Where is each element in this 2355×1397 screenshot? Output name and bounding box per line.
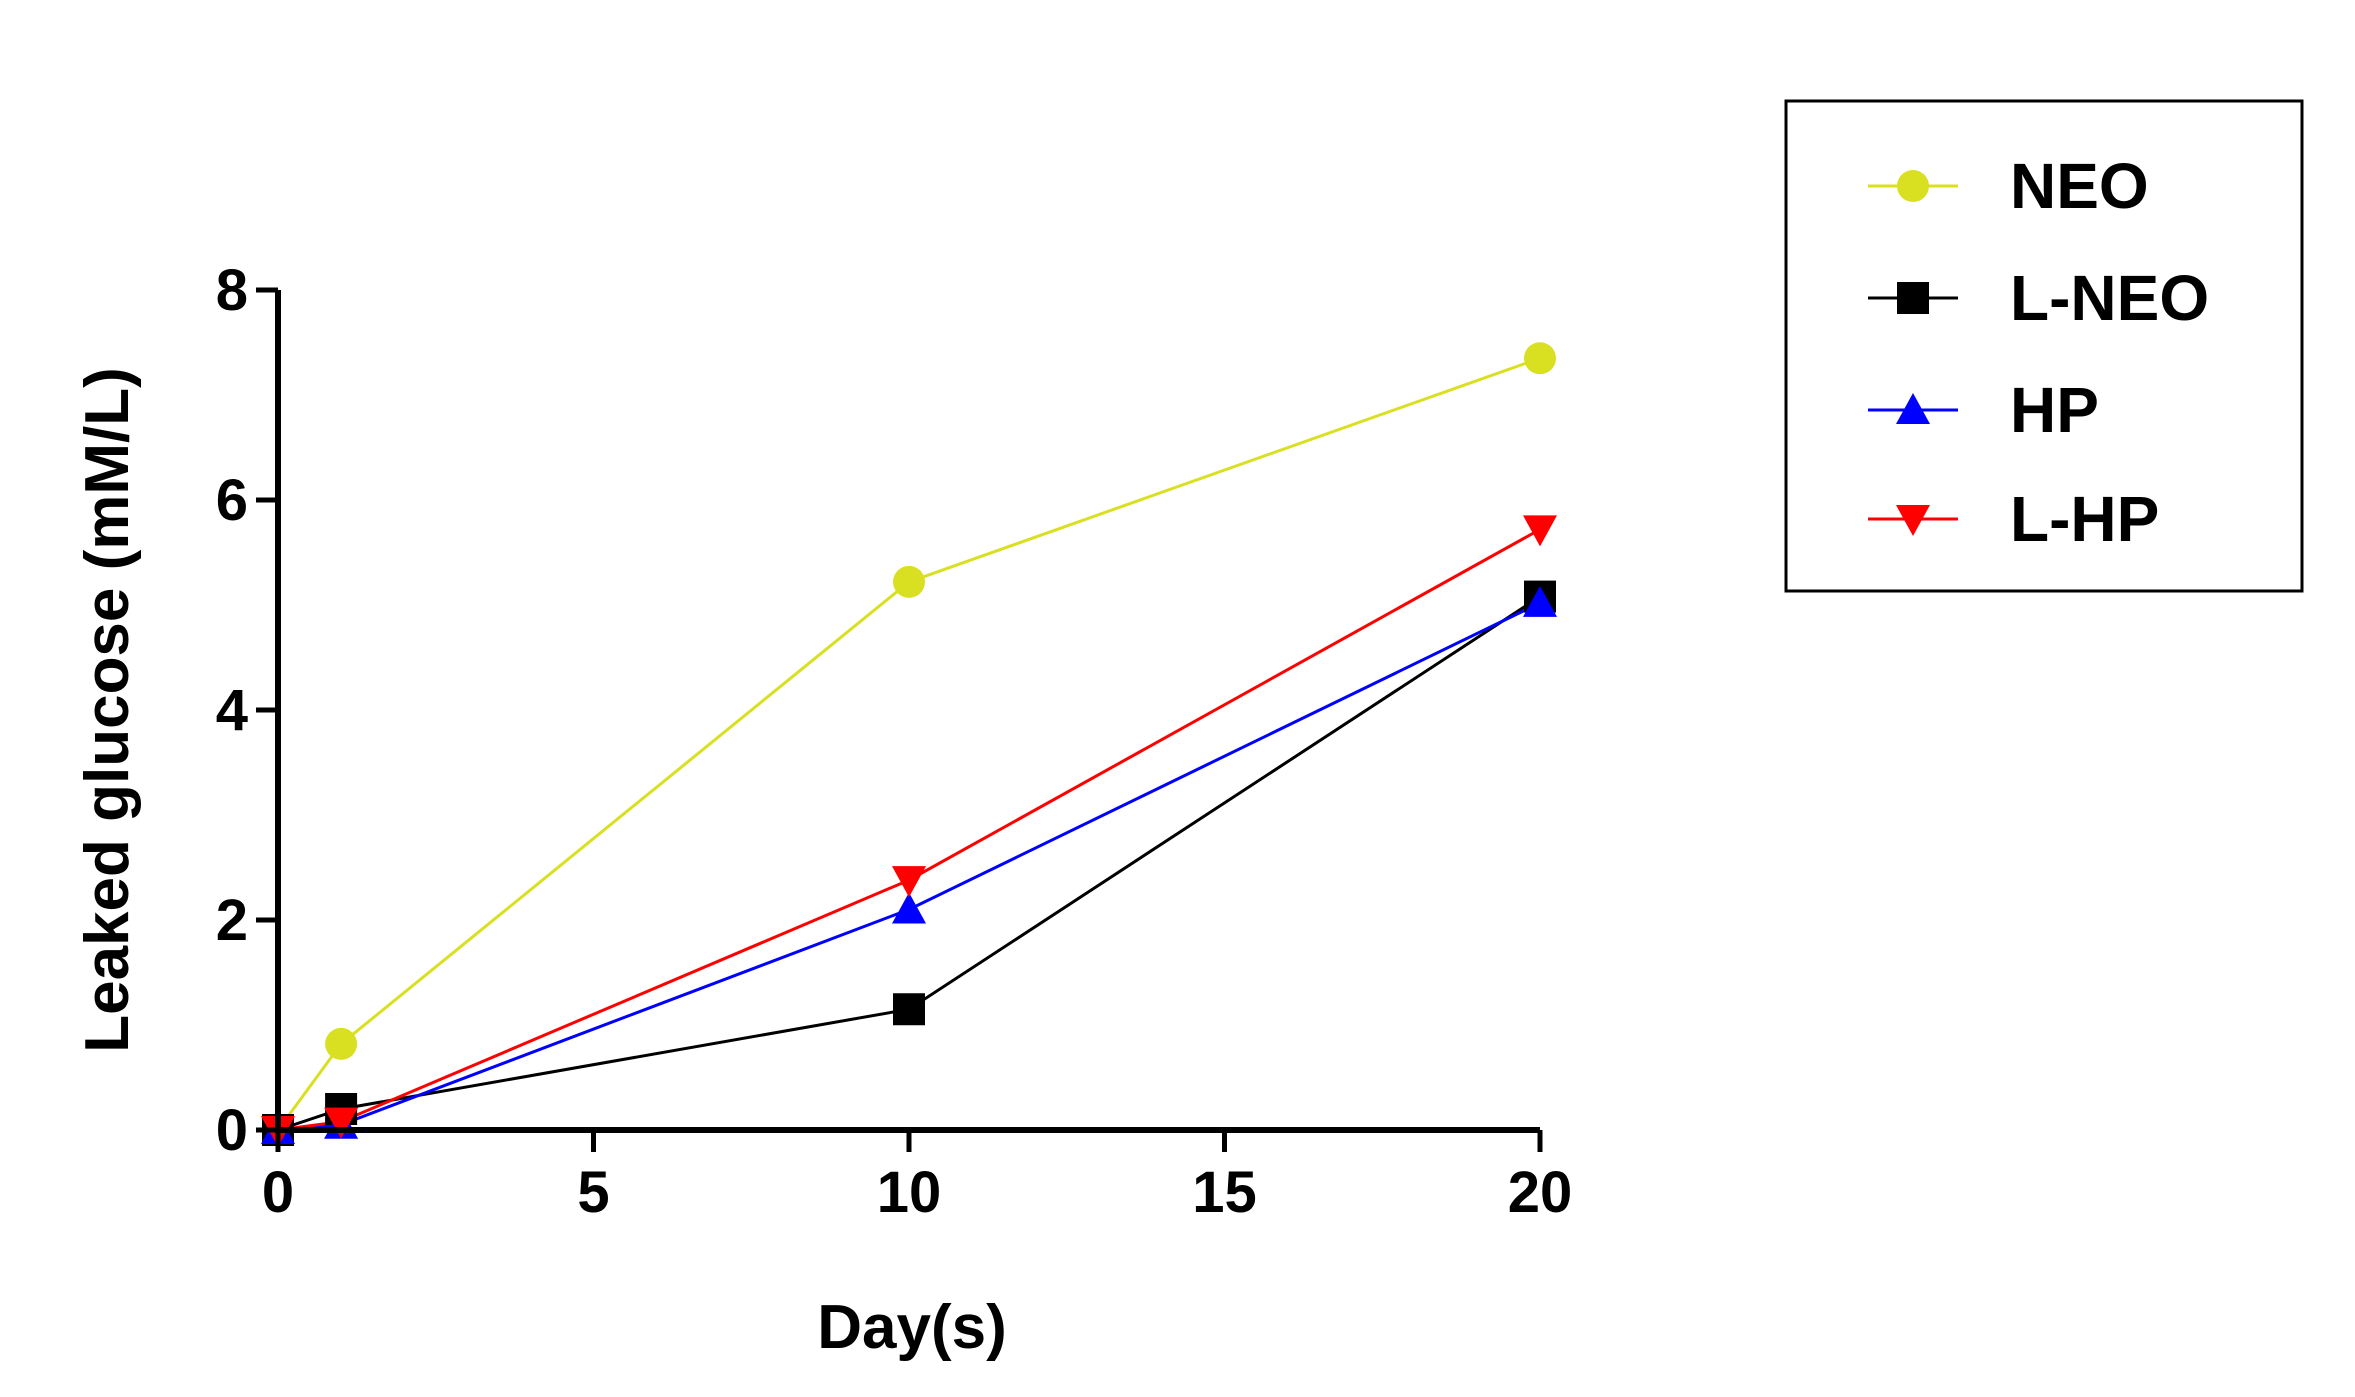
data-point-hp-3: [1523, 585, 1557, 617]
data-point-neo-3: [1524, 342, 1556, 375]
x-tick-label: 5: [577, 1160, 609, 1225]
y-tick-label: 6: [216, 468, 248, 533]
data-point-neo-1: [325, 1027, 358, 1060]
data-point-l-hp-1: [324, 1107, 359, 1139]
data-point-l-hp-2: [892, 866, 926, 898]
data-point-l-neo-2: [893, 993, 925, 1026]
series-line-l-neo: [277, 595, 1541, 1132]
y-tick-label: 0: [216, 1098, 248, 1163]
legend-marker-l-neo: [1897, 282, 1929, 314]
legend-box: [1784, 99, 2304, 593]
legend-label-neo: NEO: [2010, 150, 2149, 222]
plot-markers: [261, 342, 1557, 1147]
y-tick-label: 4: [216, 678, 248, 743]
legend-label-hp: HP: [2010, 374, 2099, 446]
legend-marker-hp: [1896, 393, 1930, 424]
x-tick-label: 20: [1508, 1160, 1573, 1225]
legend-marker-l-hp: [1896, 505, 1930, 536]
ticks: 0 5 10 15 20 0 2 4 6 8: [216, 258, 1573, 1225]
x-axis-label: Day(s): [817, 1293, 1007, 1362]
data-point-neo-2: [893, 565, 925, 598]
series-line-neo: [276, 356, 1541, 1131]
x-tick-label: 15: [1192, 1160, 1257, 1225]
legend-marker-neo: [1897, 170, 1929, 202]
y-tick-label: 8: [216, 258, 248, 323]
legend-label-l-neo: L-NEO: [2010, 262, 2209, 334]
series-line-l-hp: [277, 528, 1541, 1132]
x-tick-label: 0: [262, 1160, 294, 1225]
data-point-l-hp-3: [1523, 515, 1557, 547]
x-tick-label: 10: [877, 1160, 942, 1225]
data-point-hp-2: [892, 892, 926, 924]
legend-label-l-hp: L-HP: [2010, 483, 2159, 555]
y-axis-label: Leaked glucose (mM/L): [73, 367, 142, 1053]
y-tick-label: 2: [216, 888, 248, 953]
legend: NEO L-NEO HP L-HP: [1784, 99, 2304, 593]
